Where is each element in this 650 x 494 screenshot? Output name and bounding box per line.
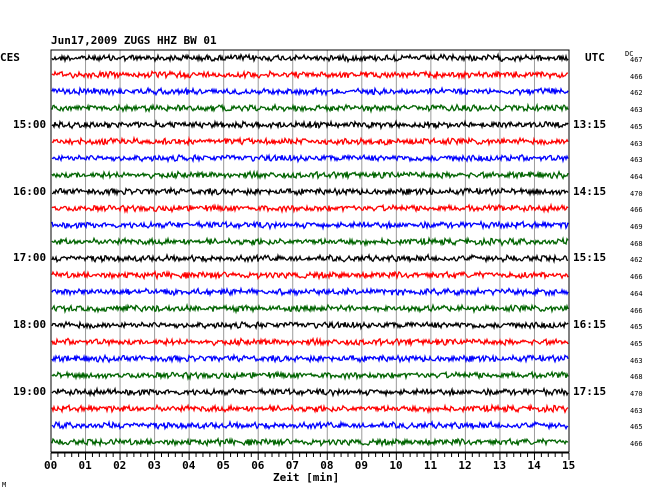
- local-hour-label: 17:00: [13, 251, 47, 265]
- x-tick-label: 14: [527, 459, 541, 472]
- x-tick-label: 09: [354, 459, 369, 472]
- dc-value: 463: [630, 106, 643, 115]
- time-axis: [50, 452, 570, 460]
- x-tick-label: 10: [389, 459, 403, 472]
- dc-value: 466: [630, 206, 643, 215]
- seismic-trace: [51, 252, 569, 264]
- dc-value: 466: [630, 273, 643, 282]
- seismic-trace: [51, 403, 569, 415]
- dc-value: 463: [630, 156, 643, 165]
- seismic-trace: [51, 236, 569, 248]
- plot-frame: [50, 49, 570, 453]
- local-hour-label: 18:00: [13, 318, 47, 332]
- dc-value: 467: [630, 56, 643, 64]
- footer-mark: M: [2, 481, 7, 489]
- dc-value: 464: [630, 289, 643, 298]
- utc-time-header: UTC: [585, 51, 605, 64]
- dc-value: 468: [630, 373, 643, 382]
- dc-value: 463: [630, 356, 643, 365]
- dc-value: 469: [630, 223, 643, 231]
- seismic-trace: [51, 186, 569, 197]
- seismic-trace: [51, 419, 569, 431]
- dc-value: 470: [630, 189, 643, 198]
- chart-title: Jun17,2009 ZUGS HHZ BW 01: [51, 34, 217, 47]
- dc-value: 468: [630, 239, 643, 248]
- seismic-trace: [51, 269, 569, 281]
- seismic-trace: [51, 86, 569, 97]
- seismic-trace: [51, 336, 569, 348]
- dc-value: 462: [630, 89, 643, 98]
- x-tick-label: 03: [147, 459, 161, 472]
- local-hour-label: 16:00: [13, 184, 47, 198]
- x-tick-label: 11: [423, 459, 438, 472]
- seismic-trace: [51, 102, 569, 114]
- x-tick-label: 08: [320, 459, 334, 472]
- utc-hour-label: 13:15: [573, 117, 607, 131]
- seismic-trace: [51, 69, 568, 81]
- seismic-trace: [51, 302, 569, 315]
- seismic-trace: [51, 202, 569, 215]
- seismic-trace: [51, 386, 569, 398]
- seismic-trace: [51, 169, 569, 181]
- local-hour-label: 15:00: [13, 117, 47, 131]
- dc-value: 465: [630, 339, 643, 348]
- x-tick-label: 06: [251, 459, 265, 472]
- x-axis-label: Zeit [min]: [273, 471, 340, 484]
- seismic-trace: [51, 52, 569, 64]
- seismic-trace: [51, 436, 569, 448]
- local-hour-label: 19:00: [13, 385, 47, 398]
- dc-header: DC: [625, 50, 634, 58]
- x-tick-label: 01: [78, 459, 92, 472]
- utc-hour-label: 15:15: [573, 251, 607, 265]
- dc-value: 462: [630, 256, 643, 265]
- local-time-header: CES: [0, 51, 20, 64]
- seismic-trace: [51, 320, 569, 331]
- dc-value: 464: [630, 172, 643, 181]
- dc-value: 466: [630, 72, 643, 81]
- x-tick-label: 00: [44, 459, 58, 472]
- seismic-trace: [51, 135, 569, 147]
- seismic-trace: [51, 370, 569, 382]
- minute-gridlines: [50, 49, 570, 453]
- x-tick-label: 05: [216, 459, 230, 472]
- seismic-trace: [51, 119, 569, 131]
- x-tick-label: 15: [562, 459, 576, 472]
- seismic-trace: [51, 219, 569, 231]
- utc-hour-label: 17:15: [573, 385, 607, 398]
- x-tick-label: 02: [113, 459, 127, 472]
- utc-hour-label: 14:15: [573, 184, 607, 198]
- dc-value: 466: [630, 440, 643, 449]
- dc-value: 465: [630, 122, 643, 131]
- dc-value: 463: [630, 139, 643, 148]
- utc-hour-label: 16:15: [573, 318, 607, 332]
- dc-value: 463: [630, 406, 643, 415]
- x-tick-label: 13: [492, 459, 507, 472]
- x-tick-label: 12: [458, 459, 472, 472]
- x-tick-label: 07: [285, 459, 299, 472]
- dc-value: 465: [630, 423, 643, 432]
- x-tick-label: 04: [182, 459, 196, 472]
- dc-value: 470: [630, 390, 643, 398]
- seismic-trace: [51, 353, 569, 364]
- seismic-traces: [51, 52, 569, 448]
- dc-value: 466: [630, 306, 643, 315]
- seismic-trace: [51, 286, 569, 298]
- seismic-trace: [51, 153, 569, 164]
- dc-value: 465: [630, 323, 643, 332]
